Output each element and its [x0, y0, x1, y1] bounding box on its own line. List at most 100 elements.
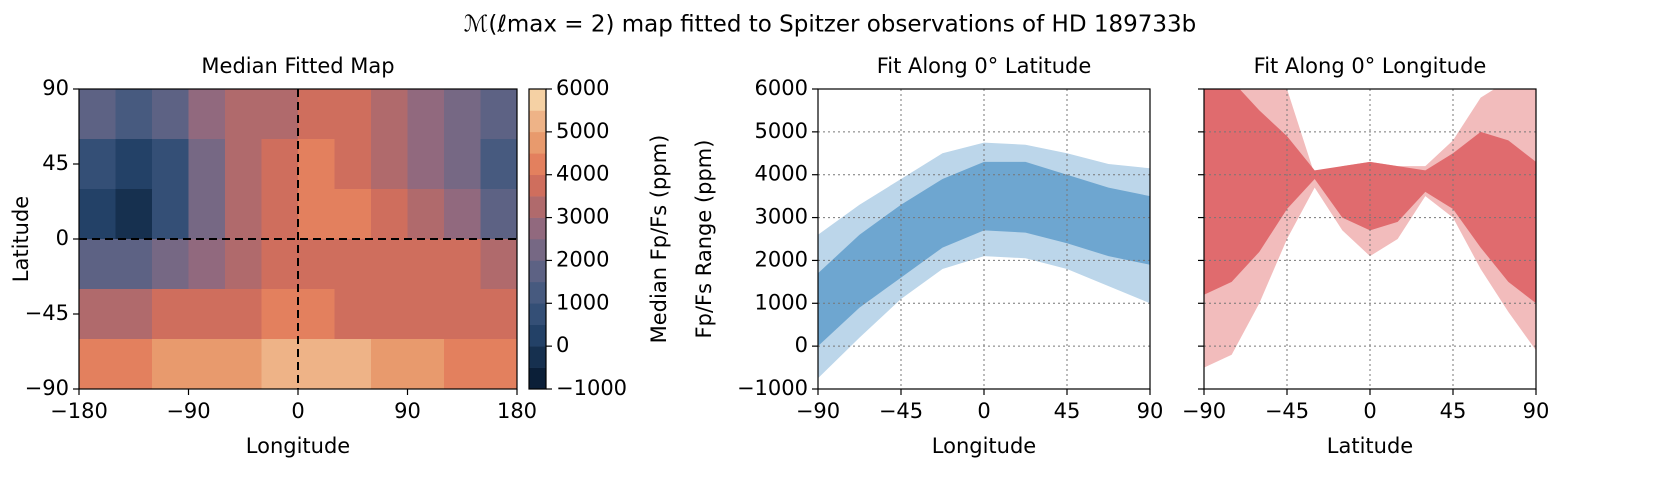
colorbar-band — [529, 260, 546, 283]
x-axis-label: Longitude — [932, 434, 1036, 458]
map-cell — [444, 189, 481, 240]
map-cell — [152, 289, 189, 340]
x-tick-label: 90 — [394, 399, 421, 423]
map-cell — [371, 239, 408, 290]
map-cell — [480, 89, 517, 140]
map-cell — [188, 139, 226, 190]
map-cell — [407, 139, 445, 190]
map-cell — [444, 89, 481, 140]
axes-title: Fit Along 0° Latitude — [877, 54, 1092, 78]
map-cell — [79, 189, 116, 240]
map-cell — [152, 139, 189, 190]
map-cell — [334, 89, 372, 140]
colorbar-frame — [528, 88, 547, 390]
colorbar-band — [529, 303, 546, 326]
y-tick-label: 5000 — [755, 119, 808, 143]
y-tick-label: 3000 — [755, 205, 808, 229]
map-cell — [334, 289, 372, 340]
y-tick-label: 4000 — [755, 162, 808, 186]
map-cell — [371, 189, 408, 240]
map-cell — [480, 339, 517, 389]
map-cell — [79, 239, 116, 290]
map-cell — [225, 189, 262, 240]
y-tick-label: 90 — [42, 76, 69, 100]
map-cell — [261, 139, 299, 190]
colorbar-tick-label: 6000 — [556, 76, 609, 100]
map-cell — [334, 139, 372, 190]
map-cell — [298, 89, 335, 140]
plot-area — [79, 89, 517, 389]
map-cell — [115, 189, 153, 240]
map-cell — [407, 289, 445, 340]
map-cell — [261, 189, 299, 240]
map-cell — [480, 139, 517, 190]
map-cell — [298, 239, 335, 290]
map-cell — [298, 139, 335, 190]
y-tick-label: 6000 — [755, 76, 808, 100]
colorbar-label: Median Fp/Fs (ppm) — [647, 135, 671, 344]
colorbar-tick-label: 5000 — [556, 119, 609, 143]
y-tick-label: 0 — [795, 333, 808, 357]
map-cell — [298, 189, 335, 240]
map-cell — [444, 339, 481, 389]
map-cell — [152, 239, 189, 290]
x-tick-label: 90 — [1137, 399, 1164, 423]
map-cell — [79, 139, 116, 190]
colorbar-tick-label: 0 — [556, 333, 569, 357]
colorbar-band — [529, 131, 546, 154]
figure-title: ℳ(ℓmax = 2) map fitted to Spitzer observ… — [464, 12, 1197, 38]
x-axis-label: Latitude — [1327, 434, 1413, 458]
x-tick-label: 0 — [291, 399, 304, 423]
map-cell — [407, 339, 445, 389]
map-cell — [261, 89, 299, 140]
map-cell — [407, 189, 445, 240]
map-cell — [261, 289, 299, 340]
y-tick-label: 1000 — [755, 290, 808, 314]
map-cell — [261, 239, 299, 290]
colorbar-band — [529, 110, 546, 133]
colorbar-band — [529, 367, 546, 390]
map-cell — [225, 289, 262, 340]
x-tick-label: −180 — [50, 399, 108, 423]
colorbar-band — [529, 324, 546, 347]
map-cell — [188, 89, 226, 140]
x-tick-label: −90 — [166, 399, 210, 423]
y-tick-label: 2000 — [755, 247, 808, 271]
map-cell — [79, 339, 116, 389]
map-cell — [371, 289, 408, 340]
map-cell — [334, 189, 372, 240]
map-cell — [371, 89, 408, 140]
map-cell — [444, 139, 481, 190]
x-tick-label: 180 — [497, 399, 537, 423]
map-cell — [444, 289, 481, 340]
map-cell — [480, 289, 517, 340]
colorbar-tick-label: 3000 — [556, 205, 609, 229]
colorbar-band — [529, 196, 546, 218]
y-tick-label: 0 — [56, 226, 69, 250]
x-tick-label: 45 — [1440, 399, 1467, 423]
axes-title: Fit Along 0° Longitude — [1254, 54, 1487, 78]
x-tick-label: 45 — [1054, 399, 1081, 423]
colorbar-band — [529, 89, 546, 111]
map-cell — [115, 139, 153, 190]
map-cell — [261, 339, 299, 389]
x-tick-label: 0 — [977, 399, 990, 423]
map-cell — [152, 339, 189, 389]
map-cell — [480, 189, 517, 240]
axes-title: Median Fitted Map — [201, 54, 394, 78]
map-cell — [225, 139, 262, 190]
x-tick-label: −90 — [796, 399, 840, 423]
x-axis-label: Longitude — [246, 434, 350, 458]
map-cell — [79, 289, 116, 340]
map-cell — [188, 289, 226, 340]
colorbar-band — [529, 217, 546, 240]
map-cell — [188, 339, 226, 389]
map-cell — [407, 239, 445, 290]
map-cell — [188, 189, 226, 240]
y-axis-label: Fp/Fs Range (ppm) — [692, 140, 716, 339]
y-tick-label: −90 — [25, 376, 69, 400]
map-cell — [225, 89, 262, 140]
colorbar-tick-label: 2000 — [556, 247, 609, 271]
